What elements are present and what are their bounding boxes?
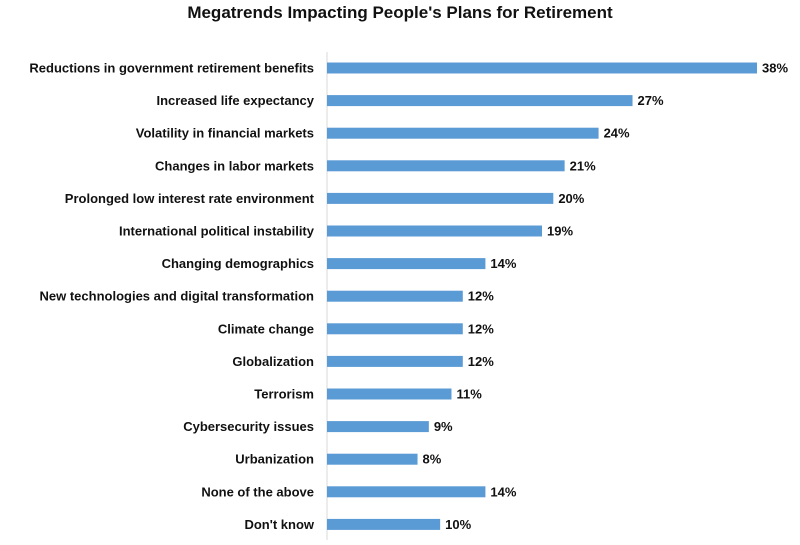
category-label: New technologies and digital transformat… [40,289,315,304]
bar [327,62,757,74]
bar [327,192,554,204]
category-label: Changes in labor markets [155,158,314,173]
category-label: None of the above [201,484,314,499]
bar [327,518,441,530]
value-label: 19% [547,224,573,239]
category-label: Don't know [244,517,314,532]
bar [327,290,463,302]
bar [327,225,542,237]
bar [327,453,418,465]
bar [327,486,486,498]
bar [327,95,633,107]
value-label: 21% [570,158,596,173]
category-label: Urbanization [235,452,314,467]
value-label: 11% [456,387,482,402]
bar [327,421,429,433]
bar [327,388,452,400]
category-label: Prolonged low interest rate environment [65,191,315,206]
bar [327,160,565,172]
bar [327,323,463,335]
value-label: 12% [468,289,494,304]
value-label: 27% [638,93,664,108]
value-label: 38% [762,61,788,76]
category-label: Cybersecurity issues [183,419,314,434]
bar [327,258,486,270]
value-label: 9% [434,419,453,434]
value-label: 24% [604,126,630,141]
bars-group: Reductions in government retirement bene… [29,61,788,532]
value-label: 12% [468,354,494,369]
category-label: Globalization [232,354,314,369]
category-label: Terrorism [254,387,314,402]
bar [327,355,463,367]
value-label: 8% [423,452,442,467]
category-label: Changing demographics [162,256,314,271]
value-label: 12% [468,321,494,336]
chart-title: Megatrends Impacting People's Plans for … [187,3,613,22]
category-label: Volatility in financial markets [136,126,314,141]
category-label: Climate change [218,321,314,336]
value-label: 14% [490,484,516,499]
bar [327,127,599,139]
value-label: 10% [445,517,471,532]
value-label: 14% [490,256,516,271]
category-label: Increased life expectancy [156,93,314,108]
category-label: Reductions in government retirement bene… [29,61,314,76]
category-label: International political instability [119,224,315,239]
value-label: 20% [558,191,584,206]
